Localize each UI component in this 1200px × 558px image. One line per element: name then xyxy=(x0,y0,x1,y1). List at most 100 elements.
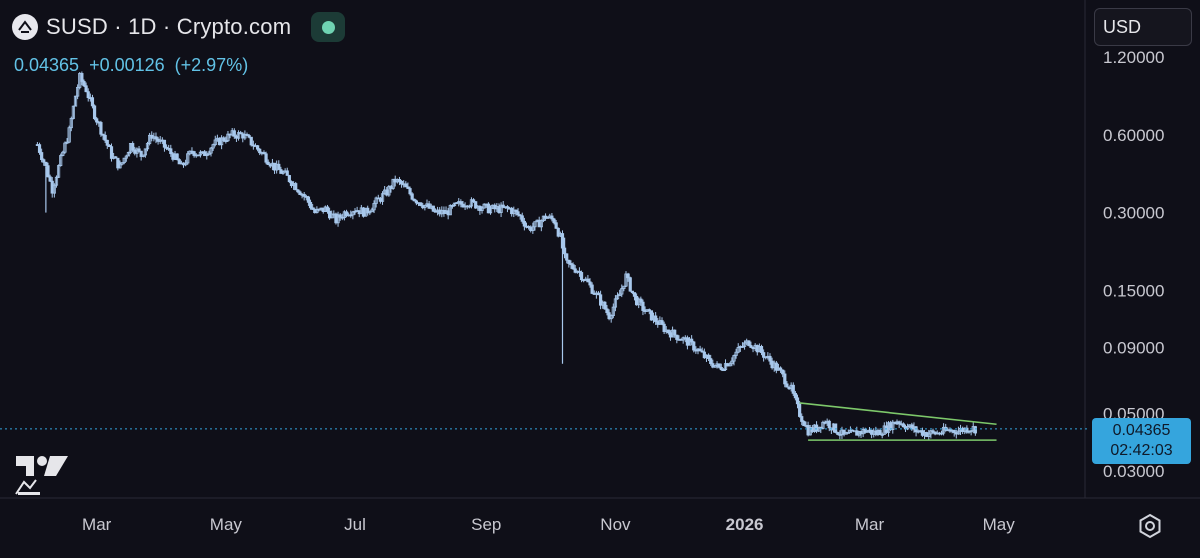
candle-body xyxy=(99,122,103,135)
candle-body xyxy=(891,421,895,431)
candle-body xyxy=(63,142,67,153)
candle-body xyxy=(391,178,395,189)
market-status-icon[interactable] xyxy=(311,12,346,42)
y-tick-label: 1.20000 xyxy=(1103,48,1164,67)
candle-body xyxy=(232,130,236,137)
candle-body xyxy=(821,421,825,429)
candle-body xyxy=(366,207,370,214)
exchange-logo-icon xyxy=(12,14,38,40)
candle-body xyxy=(126,151,131,157)
candle-body xyxy=(107,144,111,148)
candle-body xyxy=(69,117,73,129)
symbol-title[interactable]: SUSD · 1D · Crypto.com xyxy=(46,14,292,39)
candle-body xyxy=(520,215,524,222)
candle-body xyxy=(298,191,302,195)
chart-header: SUSD · 1D · Crypto.com xyxy=(12,12,346,42)
candle-body xyxy=(690,338,694,343)
candle-body xyxy=(397,179,402,182)
candle-body xyxy=(698,348,702,352)
candle-body xyxy=(878,430,882,436)
candle-body xyxy=(516,211,520,216)
candle-body xyxy=(285,170,289,176)
candle-body xyxy=(793,392,797,399)
tradingview-logo-icon[interactable] xyxy=(14,452,70,503)
candle-body xyxy=(514,209,518,213)
candle-body xyxy=(611,306,615,316)
candle-body xyxy=(579,272,584,281)
candle-body xyxy=(330,213,334,219)
candle-body xyxy=(721,369,726,372)
candle-body xyxy=(431,205,435,212)
candle-body xyxy=(198,151,203,156)
candle-body xyxy=(836,432,840,435)
candle-body xyxy=(533,221,537,228)
candle-body xyxy=(67,127,71,143)
candle-body xyxy=(222,137,226,142)
x-tick-label: 2026 xyxy=(726,515,764,534)
candle-body xyxy=(243,134,247,139)
candle-body xyxy=(571,264,575,270)
candle-body xyxy=(95,118,99,123)
candle-body xyxy=(834,423,838,433)
currency-selector[interactable]: USD xyxy=(1094,8,1192,46)
candle-body xyxy=(569,263,573,266)
candle-body xyxy=(175,153,179,160)
candle-body xyxy=(277,163,281,170)
candle-body xyxy=(90,97,95,107)
candle-body xyxy=(169,148,173,155)
candle-body xyxy=(539,220,543,228)
candle-body xyxy=(52,184,56,194)
candle-body xyxy=(44,161,48,167)
candle-body xyxy=(630,290,634,293)
candle-body xyxy=(315,208,319,214)
candle-body xyxy=(605,308,609,314)
gear-icon[interactable] xyxy=(1136,512,1164,545)
candle-body xyxy=(628,277,632,292)
candle-body xyxy=(518,214,522,217)
candle-body xyxy=(603,301,607,310)
candle-body xyxy=(768,355,772,362)
candle-body xyxy=(399,180,404,185)
candle-body xyxy=(124,155,128,159)
candle-body xyxy=(654,315,658,322)
candle-body xyxy=(338,214,342,218)
candle-body xyxy=(952,429,956,433)
candle-body xyxy=(734,351,738,356)
candle-body xyxy=(546,217,550,219)
candle-body xyxy=(211,144,215,149)
candle-body xyxy=(162,139,167,148)
candle-body xyxy=(404,183,408,188)
candle-body xyxy=(205,153,209,157)
candle-body xyxy=(622,285,626,289)
candle-body xyxy=(59,155,63,167)
y-tick-label: 0.09000 xyxy=(1103,339,1164,358)
candle-body xyxy=(660,320,664,325)
candle-body xyxy=(213,139,217,146)
candle-body xyxy=(262,152,266,155)
candle-body xyxy=(939,432,944,435)
candle-body xyxy=(40,152,44,161)
price-change: +0.00126 xyxy=(89,55,165,75)
candle-body xyxy=(522,220,526,227)
candle-body xyxy=(717,363,721,368)
badge-countdown: 02:42:03 xyxy=(1110,442,1173,459)
candle-body xyxy=(901,423,905,428)
candle-body xyxy=(408,188,412,195)
candle-body xyxy=(279,169,283,174)
candle-body xyxy=(368,211,372,214)
candle-body xyxy=(749,345,753,348)
x-tick-label: Jul xyxy=(344,515,366,534)
candle-body xyxy=(719,366,723,371)
candle-body xyxy=(239,132,243,135)
candle-body xyxy=(615,295,620,300)
candle-body xyxy=(482,203,486,209)
candle-body xyxy=(65,141,69,144)
candle-body xyxy=(588,281,592,286)
candle-body xyxy=(736,347,740,353)
candle-body xyxy=(459,201,463,205)
candle-body xyxy=(207,152,211,155)
candle-body xyxy=(406,186,410,189)
candle-body xyxy=(46,165,50,178)
candle-body xyxy=(317,208,321,211)
